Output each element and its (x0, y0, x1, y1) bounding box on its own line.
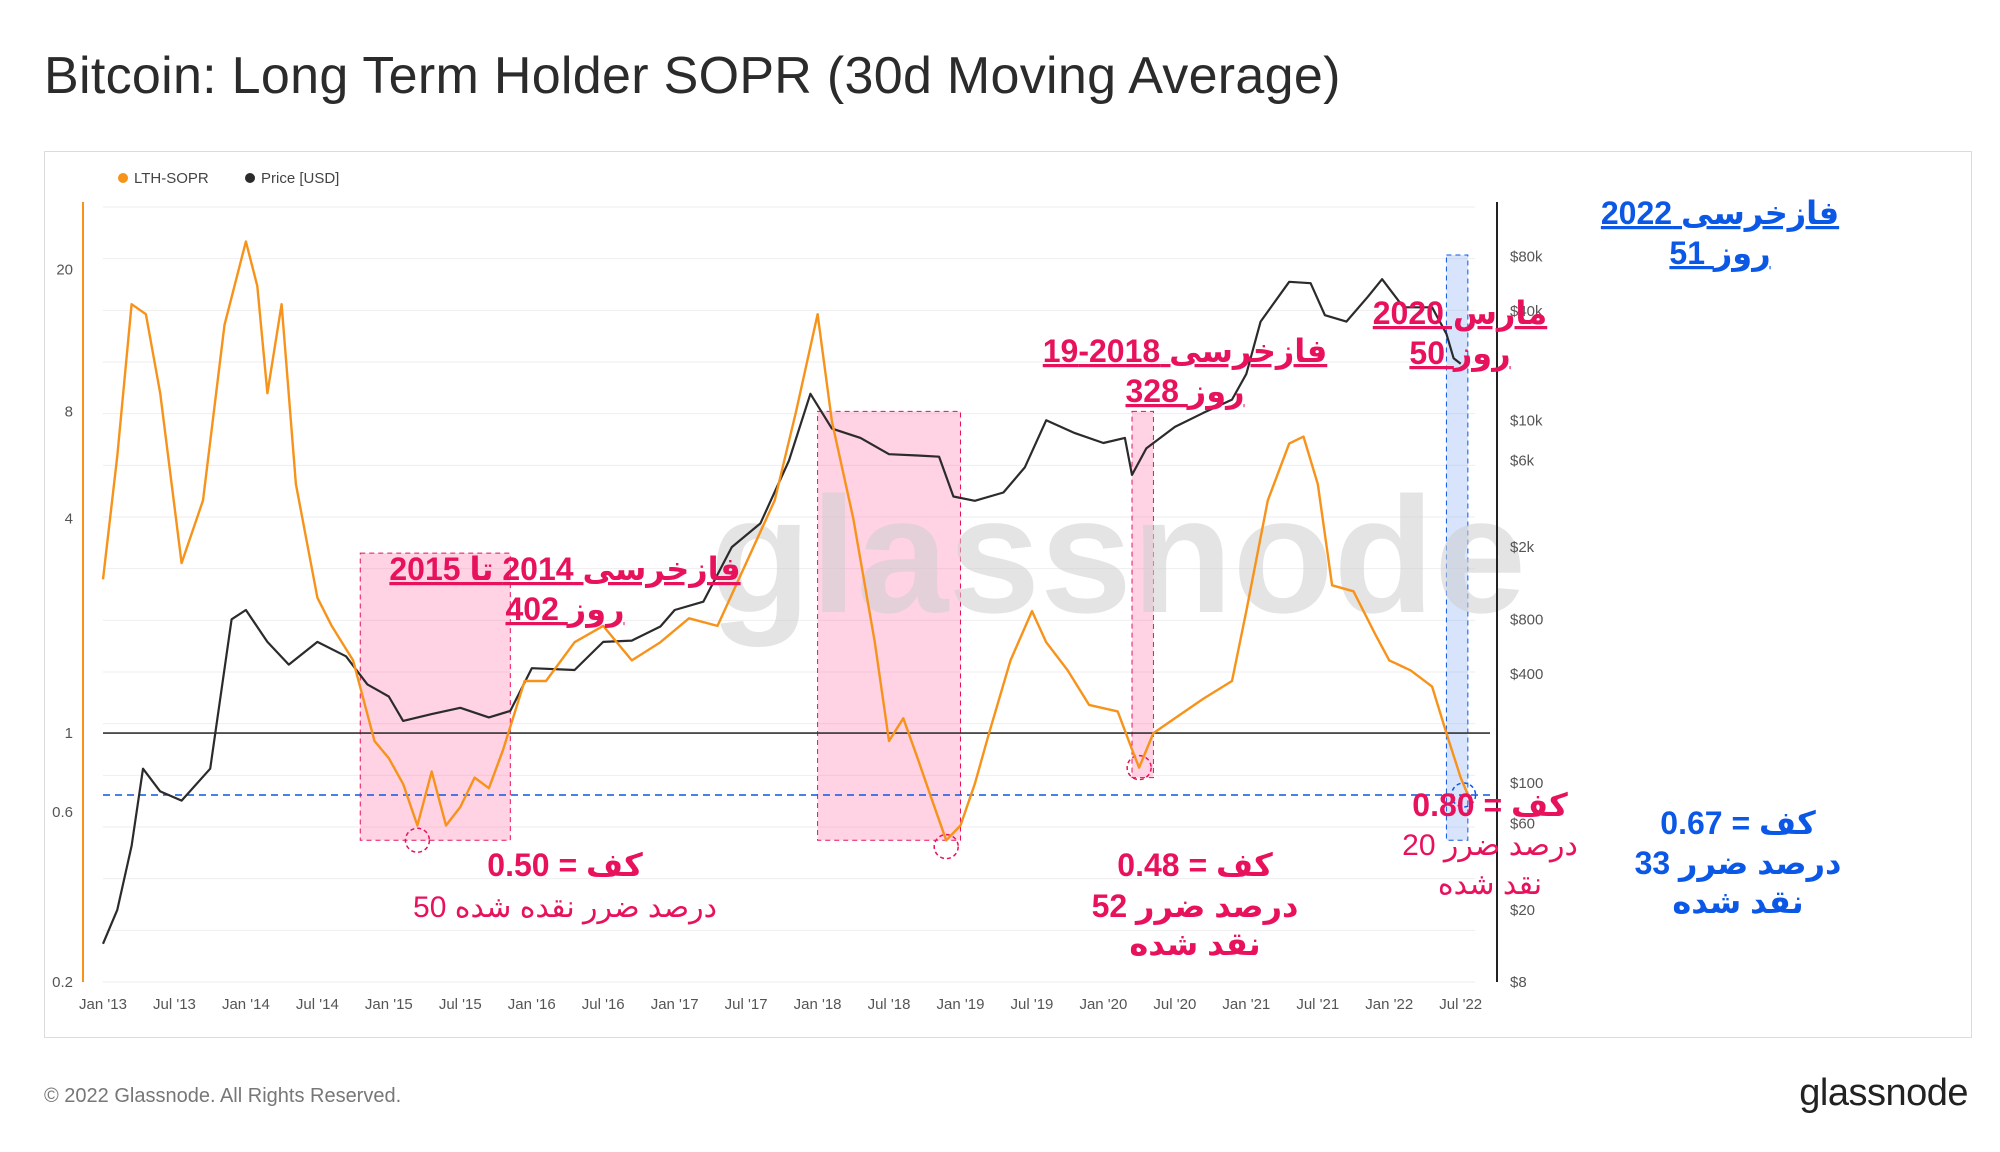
floor-marker-2014-2015 (404, 827, 431, 854)
x-tick: Jan '20 (1079, 996, 1127, 1013)
floor-marker-2018-2019 (933, 833, 959, 860)
price-line (101, 278, 1462, 945)
y-right-tick: $400 (1510, 666, 1543, 683)
annotation-bear_2022_floor: کف = 0.67 (1660, 805, 1816, 841)
legend-sopr-dot (118, 173, 128, 183)
x-tick: Jul '22 (1439, 996, 1482, 1013)
x-tick: Jul '18 (868, 996, 911, 1013)
annotation-bear_2014_days: 402 روز (505, 591, 624, 628)
annotation-bear_2018_loss2: نقد شده (1129, 926, 1260, 962)
sopr-line (101, 240, 1470, 842)
y-right-tick: $8 (1510, 974, 1527, 991)
x-tick: Jul '17 (725, 996, 768, 1013)
legend-price-label: Price [USD] (261, 170, 339, 187)
y-right-tick: $10k (1510, 412, 1543, 429)
bear-zone-2014-2015 (359, 552, 511, 841)
y-left-tick: 0.6 (52, 804, 73, 821)
annotation-bear_2014_floor: کف = 0.50 (487, 847, 643, 883)
x-tick: Jan '21 (1222, 996, 1270, 1013)
y-left-tick: 4 (65, 511, 73, 528)
annotation-bear_2018_title: فازخرسی 2018-19 (1043, 333, 1328, 370)
x-tick: Jul '16 (582, 996, 625, 1013)
x-tick: Jan '17 (651, 996, 699, 1013)
y-right-tick: $80k (1510, 249, 1543, 266)
annotation-bear_2022_loss2: نقد شده (1672, 884, 1803, 920)
annotation-bear_2022_title: فازخرسی 2022 (1601, 195, 1839, 232)
y-right-tick: $100 (1510, 775, 1543, 792)
x-tick: Jul '19 (1011, 996, 1054, 1013)
x-tick: Jan '16 (508, 996, 556, 1013)
watermark: glassnode (710, 463, 1526, 647)
y-right-tick: $2k (1510, 539, 1535, 556)
annotation-bear_2022_loss1: 33 درصد ضرر (1635, 845, 1842, 882)
y-right-tick: $20 (1510, 902, 1535, 919)
y-right-tick: $6k (1510, 453, 1535, 470)
glassnode-logo: glassnode (1799, 1072, 1968, 1114)
annotation-bear_2020_floor: کف = 0.80 (1412, 787, 1568, 823)
annotation-bear_2020_loss1: 20 درصد ضرر (1402, 829, 1578, 862)
annotation-bear_2014_title: فازخرسی 2014 تا 2015 (389, 551, 740, 588)
x-tick: Jan '19 (937, 996, 985, 1013)
annotation-bear_2020_loss2: نقد شده (1438, 868, 1542, 901)
sopr-chart: LTH-SOPR Price [USD] glassnode 20 8 4 1 0.6 0… (52, 170, 1842, 1013)
bear-zone-2022 (1445, 254, 1469, 841)
legend-price-dot (245, 173, 255, 183)
floor-marker-2020 (1126, 754, 1152, 781)
x-tick: Jul '15 (439, 996, 482, 1013)
x-tick: Jul '21 (1296, 996, 1339, 1013)
x-tick: Jan '14 (222, 996, 270, 1013)
copyright: © 2022 Glassnode. All Rights Reserved. (44, 1085, 402, 1107)
annotation-bear_2018_floor: کف = 0.48 (1117, 847, 1273, 883)
x-tick: Jan '13 (79, 996, 127, 1013)
legend-sopr-label: LTH-SOPR (134, 170, 209, 187)
x-tick: Jan '22 (1365, 996, 1413, 1013)
y-right-tick: $60 (1510, 815, 1535, 832)
x-tick: Jul '20 (1153, 996, 1196, 1013)
annotation-bear_2020_title: مارس 2020 (1373, 295, 1547, 332)
annotation-bear_2018_loss1: 52 درصد ضرر (1092, 888, 1299, 925)
annotation-bear_2018_days: 328 روز (1125, 373, 1244, 410)
bear-zone-2018-2019 (817, 410, 961, 841)
y-right-tick: $40k (1510, 303, 1543, 320)
annotation-bear_2014_loss: 50 درصد ضرر نقده شده (413, 891, 717, 924)
y-left-tick: 8 (65, 403, 73, 420)
x-tick: Jan '18 (794, 996, 842, 1013)
annotation-bear_2020_days: 50 روز (1409, 335, 1510, 372)
y-right-tick: $800 (1510, 611, 1543, 628)
page-title: Bitcoin: Long Term Holder SOPR (30d Movi… (44, 47, 1341, 105)
y-left-tick: 0.2 (52, 974, 73, 991)
legend: LTH-SOPR Price [USD] (118, 170, 339, 187)
x-tick: Jul '14 (296, 996, 339, 1013)
bear-zone-2020 (1131, 410, 1154, 779)
y-left-tick: 20 (56, 262, 73, 279)
x-tick: Jul '13 (153, 996, 196, 1013)
y-left-tick: 1 (65, 725, 73, 742)
chart-frame: LTH-SOPR Price [USD] glassnode 20 8 4 1 0.6 0… (44, 151, 1972, 1038)
x-tick: Jan '15 (365, 996, 413, 1013)
annotation-bear_2022_days: 51 روز (1669, 235, 1770, 272)
